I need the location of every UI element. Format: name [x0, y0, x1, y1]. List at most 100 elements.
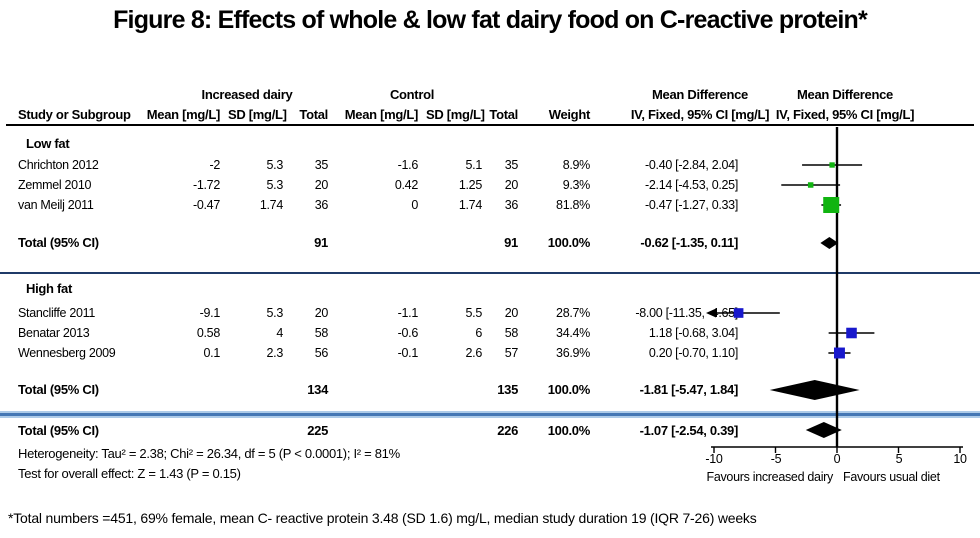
cell-weight: 34.4% [556, 326, 590, 340]
header-mean-control: Mean [mg/L] [344, 107, 419, 122]
cell-weight: 36.9% [556, 346, 590, 360]
subgroup-row-high-fat: High fat [0, 282, 980, 298]
cell-ci: -0.47 [-1.27, 0.33] [645, 198, 738, 212]
cell-sd-dairy: 5.3 [266, 158, 284, 172]
cell-sd-control: 2.6 [465, 346, 483, 360]
header-group-row: Increased dairy Control Mean Difference … [0, 88, 980, 104]
cell-sd-dairy: 1.74 [259, 198, 283, 212]
cell-ci: 1.18 [-0.68, 3.04] [648, 326, 738, 340]
subtotal-label: Total (95% CI) [18, 235, 99, 250]
figure-title: Figure 8: Effects of whole & low fat dai… [113, 6, 868, 34]
cell-total-dairy: 35 [314, 158, 329, 172]
subgroup-row-low-fat: Low fat [0, 137, 980, 153]
subtotal-row-low-fat: Total (95% CI) 91 91 100.0% -0.62 [-1.35… [0, 236, 980, 252]
cell-sd-control: 1.25 [458, 178, 482, 192]
cell-mean-control: -0.6 [397, 326, 419, 340]
cell-mean-control: -0.1 [397, 346, 419, 360]
axis-tick-label: -5 [770, 452, 782, 466]
cell-total-control: 58 [504, 326, 519, 340]
cell-total-dairy: 20 [314, 306, 329, 320]
figure-footnote: *Total numbers =451, 69% female, mean C-… [8, 510, 757, 526]
axis-tick-label: 0 [833, 452, 841, 466]
cell-mean-dairy: -2 [209, 158, 220, 172]
section-divider-blue-band [0, 411, 980, 418]
header-increased-dairy: Increased dairy [201, 87, 293, 102]
header-sd-control: SD [mg/L] [426, 107, 485, 122]
cell-mean-control: -1.1 [397, 306, 419, 320]
cell-sd-dairy: 5.3 [266, 178, 284, 192]
grand-total-label: Total (95% CI) [18, 423, 99, 438]
cell-ci: -0.40 [-2.84, 2.04] [645, 158, 738, 172]
cell-weight: 8.9% [562, 158, 591, 172]
cell-sd-dairy: 2.3 [266, 346, 284, 360]
cell-total-control: 226 [497, 423, 518, 438]
cell-ci: -8.00 [-11.35, -4.65] [635, 306, 738, 320]
cell-sd-dairy: 5.3 [266, 306, 284, 320]
study-name: Chrichton 2012 [18, 158, 99, 172]
cell-weight: 81.8% [556, 198, 590, 212]
subtotal-label: Total (95% CI) [18, 382, 99, 397]
study-row: van Meilj 2011 -0.47 1.74 36 0 1.74 36 8… [0, 198, 980, 214]
header-control: Control [389, 87, 435, 102]
cell-weight: 100.0% [547, 382, 591, 397]
cell-sd-dairy: 4 [276, 326, 283, 340]
study-name: Wennesberg 2009 [18, 346, 116, 360]
cell-total-control: 135 [497, 382, 518, 397]
cell-total-control: 20 [504, 178, 519, 192]
header-total-control: Total [489, 107, 518, 122]
cell-total-dairy: 36 [314, 198, 329, 212]
cell-mean-control: -1.6 [397, 158, 419, 172]
cell-total-control: 20 [504, 306, 519, 320]
axis-tick-label: 5 [895, 452, 903, 466]
cell-total-control: 57 [504, 346, 519, 360]
axis-tick-label: 10 [953, 452, 967, 466]
header-mean-difference-text: Mean Difference [652, 87, 748, 102]
study-row: Zemmel 2010 -1.72 5.3 20 0.42 1.25 20 9.… [0, 178, 980, 194]
subgroup-divider-line [0, 272, 980, 274]
subtotal-row-high-fat: Total (95% CI) 134 135 100.0% -1.81 [-5.… [0, 383, 980, 399]
cell-total-control: 36 [504, 198, 519, 212]
cell-mean-dairy: -0.47 [193, 198, 220, 212]
cell-weight: 100.0% [547, 235, 591, 250]
header-iv-fixed-ci-plot: IV, Fixed, 95% CI [mg/L] [775, 107, 915, 122]
axis-label-favours-usual-diet: Favours usual diet [843, 470, 940, 484]
cell-total-dairy: 91 [314, 235, 328, 250]
subgroup-label-high-fat: High fat [26, 281, 72, 296]
cell-mean-control: 0 [411, 198, 418, 212]
header-mean-dairy: Mean [mg/L] [146, 107, 221, 122]
header-column-row: Study or Subgroup Mean [mg/L] SD [mg/L] … [0, 108, 980, 124]
study-row: Chrichton 2012 -2 5.3 35 -1.6 5.1 35 8.9… [0, 158, 980, 174]
header-underline [6, 124, 974, 126]
cell-mean-dairy: 0.58 [196, 326, 220, 340]
cell-sd-control: 6 [475, 326, 482, 340]
subgroup-label-low-fat: Low fat [26, 136, 70, 151]
header-study-or-subgroup: Study or Subgroup [18, 107, 131, 122]
cell-total-dairy: 20 [314, 178, 329, 192]
header-sd-dairy: SD [mg/L] [228, 107, 287, 122]
cell-ci: -2.14 [-4.53, 0.25] [645, 178, 738, 192]
cell-sd-control: 1.74 [458, 198, 482, 212]
cell-total-control: 35 [504, 158, 519, 172]
cell-weight: 28.7% [556, 306, 590, 320]
header-iv-fixed-ci-text: IV, Fixed, 95% CI [mg/L] [630, 107, 770, 122]
axis-label-favours-dairy: Favours increased dairy [706, 470, 834, 484]
study-name: Benatar 2013 [18, 326, 90, 340]
header-weight: Weight [548, 107, 591, 122]
header-total-dairy: Total [299, 107, 328, 122]
cell-mean-dairy: -9.1 [199, 306, 221, 320]
cell-mean-dairy: 0.1 [203, 346, 221, 360]
cell-ci: -1.07 [-2.54, 0.39] [639, 423, 739, 438]
cell-sd-control: 5.1 [465, 158, 483, 172]
header-mean-difference-plot: Mean Difference [797, 87, 893, 102]
heterogeneity-text: Heterogeneity: Tau² = 2.38; Chi² = 26.34… [18, 446, 400, 461]
cell-sd-control: 5.5 [465, 306, 483, 320]
study-name: van Meilj 2011 [18, 198, 94, 212]
cell-ci: -0.62 [-1.35, 0.11] [640, 235, 738, 250]
study-row: Wennesberg 2009 0.1 2.3 56 -0.1 2.6 57 3… [0, 346, 980, 362]
cell-mean-dairy: -1.72 [193, 178, 220, 192]
cell-total-dairy: 134 [307, 382, 328, 397]
grand-total-row: Total (95% CI) 225 226 100.0% -1.07 [-2.… [0, 424, 980, 440]
study-row: Benatar 2013 0.58 4 58 -0.6 6 58 34.4% 1… [0, 326, 980, 342]
cell-mean-control: 0.42 [394, 178, 418, 192]
